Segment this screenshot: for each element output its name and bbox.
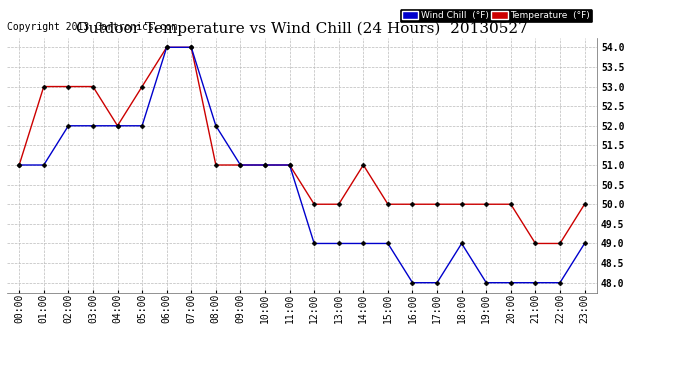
Legend: Wind Chill  (°F), Temperature  (°F): Wind Chill (°F), Temperature (°F) — [400, 9, 592, 22]
Title: Outdoor Temperature vs Wind Chill (24 Hours)  20130527: Outdoor Temperature vs Wind Chill (24 Ho… — [76, 22, 528, 36]
Text: Copyright 2013 Cartronics.com: Copyright 2013 Cartronics.com — [7, 22, 177, 32]
